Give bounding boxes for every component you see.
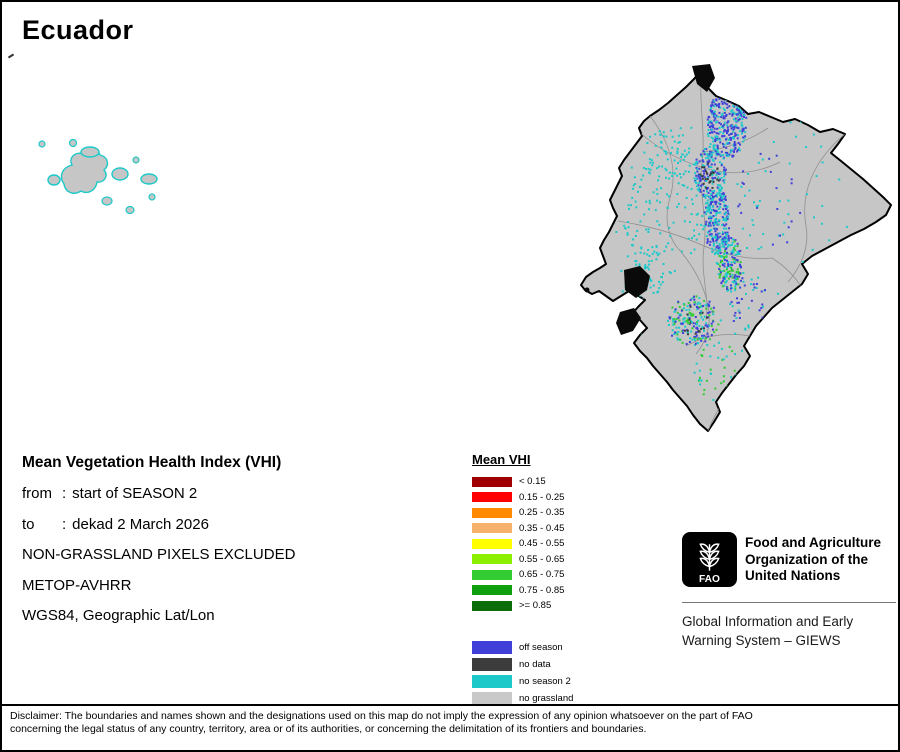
legend-swatch — [472, 523, 512, 533]
legend-label: >= 0.85 — [519, 600, 552, 611]
legend-swatch — [472, 538, 512, 549]
disclaimer-line: concerning the legal status of any count… — [10, 722, 647, 735]
legend-swatch — [472, 554, 512, 564]
info-to: to: dekad 2 March 2026 — [22, 516, 295, 534]
info-note-pixels: NON-GRASSLAND PIXELS EXCLUDED — [22, 546, 296, 563]
no-data-areas — [584, 64, 715, 335]
info-block: Mean Vegetation Health Index (VHI) from:… — [22, 454, 295, 638]
disclaimer-line: Disclaimer: The boundaries and names sho… — [10, 710, 753, 722]
legend-row: 0.65 - 0.75 — [472, 569, 573, 580]
giews-caption: Global Information and Early Warning Sys… — [682, 612, 896, 650]
info-to-value: dekad 2 March 2026 — [72, 515, 209, 533]
info-to-label: to — [22, 515, 35, 533]
legend-label: 0.55 - 0.65 — [519, 553, 565, 565]
fao-org-line: United Nations — [745, 568, 841, 583]
legend-label: off season — [519, 642, 563, 653]
legend-swatch — [472, 585, 512, 595]
legend-label: 0.65 - 0.75 — [519, 569, 565, 580]
legend-label: no grassland — [519, 693, 574, 704]
vhi-legend: Mean VHI < 0.15 0.15 - 0.25 0.25 - 0.35 0.3… — [472, 452, 573, 709]
fao-divider — [682, 602, 896, 603]
fao-org-name: Food and Agriculture Organization of the… — [745, 532, 881, 587]
legend-label: 0.25 - 0.35 — [519, 507, 565, 518]
legend-row: 0.35 - 0.45 — [472, 523, 573, 534]
legend-row: no season 2 — [472, 675, 573, 688]
info-note-sensor: METOP-AVHRR — [22, 576, 132, 594]
legend-row: 0.15 - 0.25 — [472, 492, 573, 503]
legend-row: >= 0.85 — [472, 600, 573, 611]
legend-label: 0.15 - 0.25 — [519, 491, 565, 503]
legend-swatch — [472, 600, 512, 611]
legend-row: 0.25 - 0.35 — [472, 507, 573, 518]
legend-class-rows: < 0.15 0.15 - 0.25 0.25 - 0.35 0.35 - 0.45 0… — [472, 476, 573, 611]
info-heading: Mean Vegetation Health Index (VHI) — [22, 454, 282, 471]
fao-org-line: Food and Agriculture — [745, 535, 881, 550]
fao-org-line: Organization of the — [745, 551, 868, 567]
vhi-speckles — [615, 90, 848, 401]
fao-header: FAO Food and Agriculture Organization of… — [682, 532, 896, 587]
legend-row: 0.55 - 0.65 — [472, 554, 573, 565]
legend-extra-rows: off season no data no season 2 no grassland — [472, 641, 573, 705]
info-to-sep: : — [62, 515, 67, 533]
info-from-label: from — [22, 485, 52, 502]
legend-row: no data — [472, 658, 573, 671]
legend-title: Mean VHI — [472, 452, 531, 467]
legend-swatch — [472, 507, 512, 518]
info-note-projection: WGS84, Geographic Lat/Lon — [22, 607, 215, 624]
legend-label: < 0.15 — [519, 476, 546, 487]
legend-label: 0.35 - 0.45 — [519, 522, 565, 534]
legend-label: no data — [519, 659, 551, 670]
fao-block: FAO Food and Agriculture Organization of… — [682, 532, 896, 650]
legend-row: off season — [472, 641, 573, 654]
legend-label: 0.45 - 0.55 — [519, 538, 565, 549]
legend-swatch — [472, 692, 512, 705]
legend-swatch — [472, 658, 512, 671]
disclaimer: Disclaimer: The boundaries and names sho… — [2, 704, 898, 735]
info-from-value: start of SEASON 2 — [72, 485, 198, 502]
fao-emblem-icon: FAO — [682, 532, 737, 587]
info-from-sep: : — [62, 485, 67, 502]
legend-row: no grassland — [472, 692, 573, 705]
page-title: Ecuador — [22, 15, 134, 45]
legend-label: no season 2 — [519, 676, 571, 687]
legend-swatch — [472, 476, 512, 487]
fao-logo-text: FAO — [699, 574, 720, 585]
giews-line: Global Information and Early — [682, 614, 854, 629]
fao-logo: FAO — [682, 532, 737, 587]
galapagos-islands — [38, 138, 158, 215]
info-from: from: start of SEASON 2 — [22, 485, 295, 503]
legend-row: < 0.15 — [472, 476, 573, 487]
legend-label: 0.75 - 0.85 — [519, 584, 565, 596]
legend-swatch — [472, 675, 512, 688]
legend-swatch — [472, 569, 512, 580]
giews-line: Warning System – GIEWS — [682, 633, 841, 648]
legend-swatch — [472, 492, 512, 502]
legend-row: 0.45 - 0.55 — [472, 538, 573, 549]
legend-swatch — [472, 641, 512, 654]
legend-row: 0.75 - 0.85 — [472, 585, 573, 596]
